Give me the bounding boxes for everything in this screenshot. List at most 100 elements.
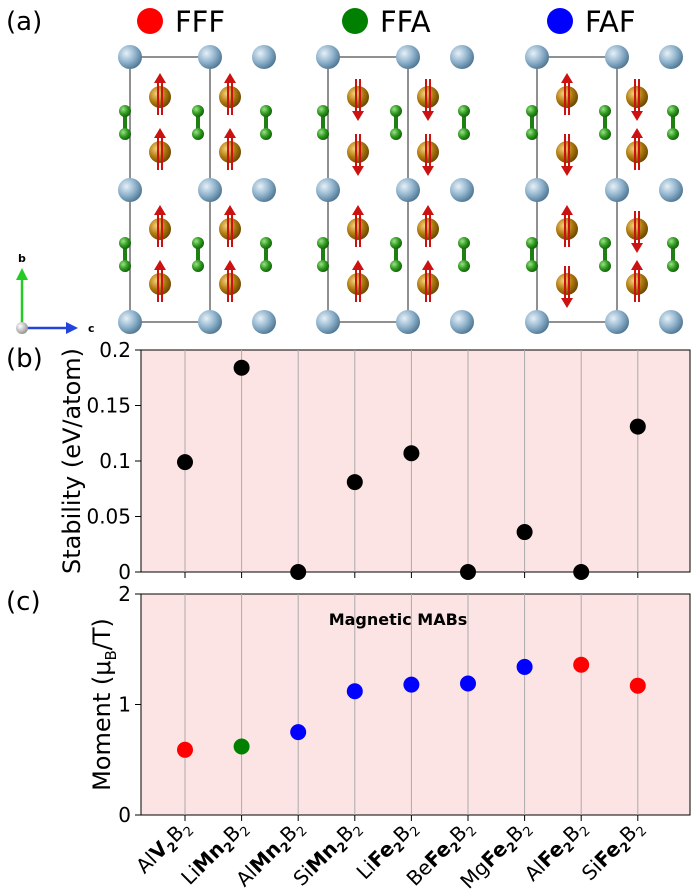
boron-atom [599,128,611,140]
boron-atom [599,260,611,272]
boron-atom [390,128,402,140]
a-site-atom [525,178,549,202]
y-tick-label: 0.05 [86,505,131,529]
boron-atom [260,105,272,117]
transition-metal-atom [219,273,241,295]
boron-atom [458,105,470,117]
panel-a-label: (a) [6,7,42,37]
a-site-atom [198,45,222,69]
panel-b-stability-chart: 0 0.05 0.1 0.15 0.2 (b) Stability (eV/atom) [6,338,691,584]
spin-arrow-down [561,266,573,308]
spin-arrow-up [154,205,166,247]
a-site-atom [316,45,340,69]
transition-metal-atom [626,86,648,108]
boron-atom [599,105,611,117]
a-site-atom [316,178,340,202]
a-site-atom [396,310,420,334]
transition-metal-atom [219,218,241,240]
y-tick-label: 0 [118,803,131,827]
boron-atom [192,260,204,272]
boron-atom [192,128,204,140]
spin-arrow-up [422,205,434,247]
legend-marker-fff [137,8,163,34]
boron-atom [390,237,402,249]
spin-arrow-up [224,205,236,247]
y-tick-label: 1 [118,693,131,717]
spin-arrow-down [352,79,364,121]
config-legend: FFF FFA FAF [137,5,636,39]
spin-arrow-up [631,260,643,302]
spin-arrow-down [422,79,434,121]
boron-atom [526,105,538,117]
boron-atom [458,128,470,140]
spin-arrow-up [631,128,643,170]
data-point-simn2b2 [346,474,363,491]
transition-metal-atom [219,141,241,163]
boron-atom [317,237,329,249]
boron-atom [599,237,611,249]
data-point-sife2b2 [629,418,646,435]
transition-metal-atom [417,218,439,240]
boron-atom [526,237,538,249]
boron-atom [260,237,272,249]
a-site-atom [525,45,549,69]
chart-annotation: Magnetic MABs [329,610,468,629]
legend-label-fff: FFF [175,5,225,39]
transition-metal-atom [417,86,439,108]
transition-metal-atom [626,218,648,240]
y-tick-label: 2 [118,582,131,606]
a-site-atom [198,310,222,334]
y-axis-label: Moment (μB/T) [88,618,120,791]
a-site-atom [252,45,276,69]
c-axis-arrowhead [66,322,78,334]
transition-metal-atom [149,86,171,108]
transition-metal-atom [626,141,648,163]
transition-metal-atom [556,218,578,240]
panel-a-structures: (a) FFF FFA FAF b c [6,5,683,335]
boron-atom [317,105,329,117]
legend-label-faf: FAF [585,5,636,39]
data-point-simn2b2 [346,683,363,700]
data-point-limn2b2 [233,738,250,755]
transition-metal-atom [417,141,439,163]
spin-arrow-up [154,73,166,115]
a-site-atom [450,178,474,202]
x-tick-label-alfe2b2: AlFe2B2 [520,815,594,889]
transition-metal-atom [556,273,578,295]
boron-atom [260,128,272,140]
y-tick-label: 0 [118,560,131,584]
transition-metal-atom [626,273,648,295]
data-point-befe2b2 [460,675,476,692]
data-point-mgfe2b2 [516,658,533,675]
y-tick-label: 0.1 [99,449,131,473]
b-axis-label: b [18,252,26,265]
panel-label: (c) [6,587,41,617]
y-tick-label: 0.15 [86,394,131,418]
a-site-atom [659,178,683,202]
plot-area [140,593,691,816]
a-site-atom [252,310,276,334]
data-point-life2b2 [403,445,420,462]
boron-atom [526,260,538,272]
spin-arrow-down [631,211,643,253]
transition-metal-atom [556,141,578,163]
boron-atom [667,260,679,272]
boron-atom [667,105,679,117]
boron-atom [390,105,402,117]
spin-arrow-up [422,260,434,302]
boron-atom [192,237,204,249]
data-point-befe2b2 [460,564,476,580]
a-site-atom [605,45,629,69]
transition-metal-atom [417,273,439,295]
a-site-atom [252,178,276,202]
spin-arrow-down [631,79,643,121]
spin-arrow-up [352,205,364,247]
transition-metal-atom [556,86,578,108]
a-site-atom [198,178,222,202]
a-site-atom [118,178,142,202]
a-site-atom [525,310,549,334]
legend-label-ffa: FFA [380,5,431,39]
spin-arrow-up [352,260,364,302]
data-point-alv2b2 [177,741,193,758]
transition-metal-atom [149,273,171,295]
